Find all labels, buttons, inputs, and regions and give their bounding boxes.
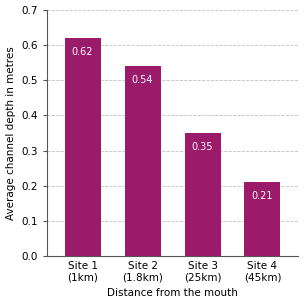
Bar [244, 182, 281, 257]
Text: 0.21: 0.21 [252, 191, 273, 201]
X-axis label: Distance from the mouth: Distance from the mouth [107, 288, 238, 299]
Text: 0.54: 0.54 [132, 75, 153, 85]
Bar [185, 133, 220, 257]
Text: 0.35: 0.35 [192, 142, 213, 152]
Bar [65, 38, 101, 257]
Text: 0.62: 0.62 [72, 47, 93, 57]
Bar [125, 66, 161, 257]
Y-axis label: Average channel depth in metres: Average channel depth in metres [5, 46, 16, 220]
